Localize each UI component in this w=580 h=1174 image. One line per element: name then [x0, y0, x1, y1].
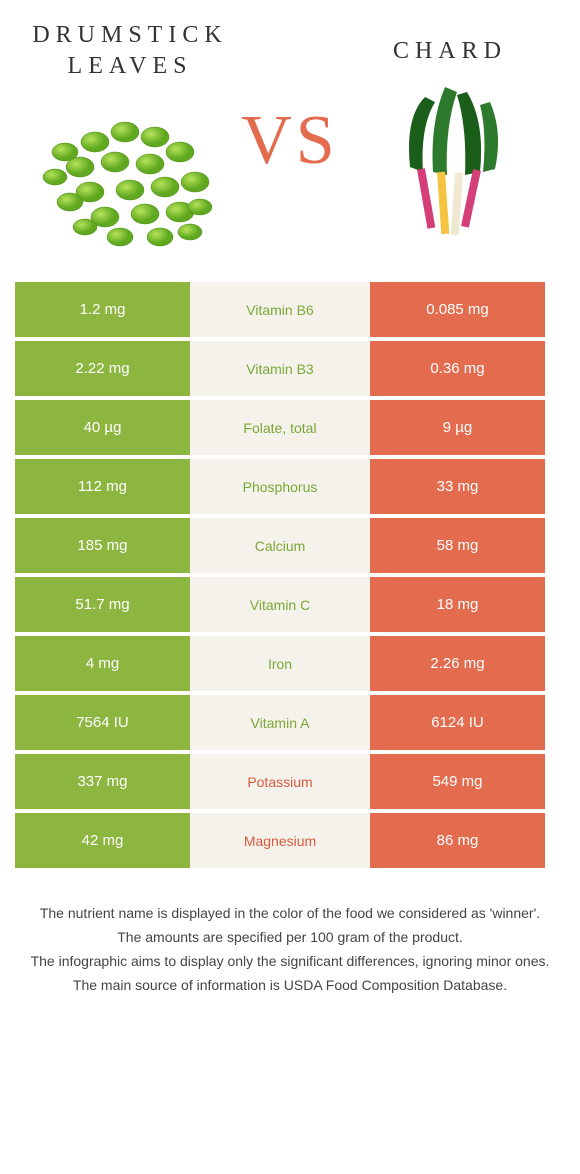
left-value-cell: 185 mg [15, 518, 190, 573]
table-row: 40 µgFolate, total9 µg [15, 400, 565, 455]
nutrient-table: 1.2 mgVitamin B60.085 mg2.22 mgVitamin B… [0, 282, 580, 868]
nutrient-name-cell: Potassium [190, 754, 370, 809]
right-value-cell: 18 mg [370, 577, 545, 632]
food1-column: Drumstick leaves [30, 20, 230, 262]
nutrient-name-cell: Magnesium [190, 813, 370, 868]
note-line: The infographic aims to display only the… [30, 950, 550, 974]
nutrient-name-cell: Vitamin B3 [190, 341, 370, 396]
left-value-cell: 112 mg [15, 459, 190, 514]
right-value-cell: 86 mg [370, 813, 545, 868]
left-value-cell: 337 mg [15, 754, 190, 809]
nutrient-name-cell: Calcium [190, 518, 370, 573]
right-value-cell: 0.085 mg [370, 282, 545, 337]
left-value-cell: 51.7 mg [15, 577, 190, 632]
table-row: 185 mgCalcium58 mg [15, 518, 565, 573]
nutrient-name-cell: Vitamin A [190, 695, 370, 750]
left-value-cell: 7564 IU [15, 695, 190, 750]
right-value-cell: 549 mg [370, 754, 545, 809]
vs-label: VS [241, 101, 338, 181]
table-row: 51.7 mgVitamin C18 mg [15, 577, 565, 632]
left-value-cell: 1.2 mg [15, 282, 190, 337]
table-row: 7564 IUVitamin A6124 IU [15, 695, 565, 750]
food2-column: Chard [350, 36, 550, 247]
food2-title: Chard [393, 36, 507, 67]
table-row: 337 mgPotassium549 mg [15, 754, 565, 809]
left-value-cell: 42 mg [15, 813, 190, 868]
footnotes: The nutrient name is displayed in the co… [0, 872, 580, 997]
food2-image [375, 77, 525, 247]
right-value-cell: 33 mg [370, 459, 545, 514]
table-row: 4 mgIron2.26 mg [15, 636, 565, 691]
right-value-cell: 58 mg [370, 518, 545, 573]
right-value-cell: 2.26 mg [370, 636, 545, 691]
note-line: The main source of information is USDA F… [30, 974, 550, 998]
header: Drumstick leaves [0, 0, 580, 272]
table-row: 112 mgPhosphorus33 mg [15, 459, 565, 514]
table-row: 1.2 mgVitamin B60.085 mg [15, 282, 565, 337]
right-value-cell: 6124 IU [370, 695, 545, 750]
table-row: 2.22 mgVitamin B30.36 mg [15, 341, 565, 396]
right-value-cell: 9 µg [370, 400, 545, 455]
left-value-cell: 4 mg [15, 636, 190, 691]
note-line: The nutrient name is displayed in the co… [30, 902, 550, 926]
nutrient-name-cell: Iron [190, 636, 370, 691]
left-value-cell: 2.22 mg [15, 341, 190, 396]
food1-image [35, 92, 225, 262]
right-value-cell: 0.36 mg [370, 341, 545, 396]
nutrient-name-cell: Vitamin B6 [190, 282, 370, 337]
nutrient-name-cell: Folate, total [190, 400, 370, 455]
table-row: 42 mgMagnesium86 mg [15, 813, 565, 868]
note-line: The amounts are specified per 100 gram o… [30, 926, 550, 950]
nutrient-name-cell: Vitamin C [190, 577, 370, 632]
food1-title: Drumstick leaves [30, 20, 230, 82]
nutrient-name-cell: Phosphorus [190, 459, 370, 514]
left-value-cell: 40 µg [15, 400, 190, 455]
